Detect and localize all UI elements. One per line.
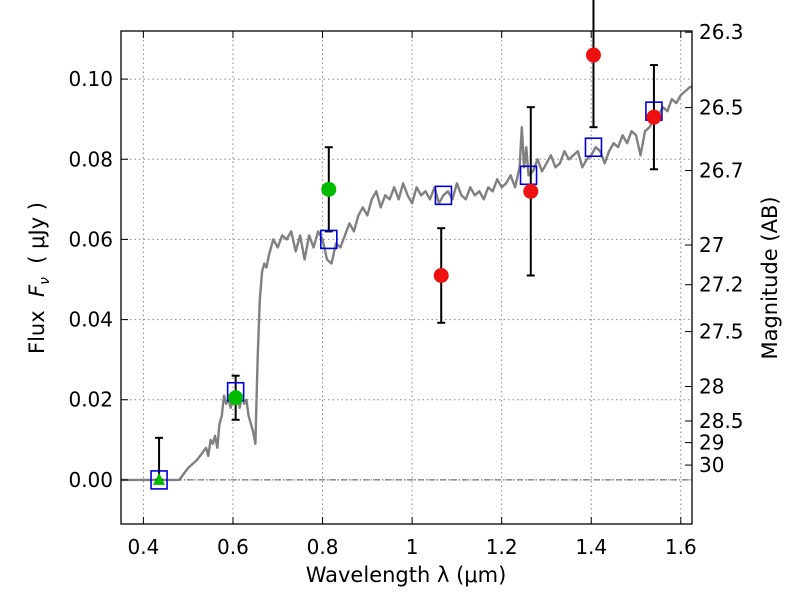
y2-tick-label: 29 (699, 431, 724, 455)
y2-tick-label: 28.5 (699, 409, 744, 433)
y2-tick-label: 26.3 (699, 20, 744, 44)
y-tick-label: 0.00 (68, 468, 113, 492)
observed-point-red (585, 47, 601, 63)
y-tick-label: 0.02 (68, 388, 113, 412)
y2-tick-label: 28 (699, 375, 724, 399)
tick-labels: 0.4 0.6 0.8 1 1.2 1.4 1.6 0.00 0.02 0.04 0.06 0.08 0… (68, 20, 743, 559)
y-axis-label: Flux Fν ( μJy ) (25, 202, 53, 354)
x-tick-label: 1.6 (665, 535, 697, 559)
x-tick-label: 1.4 (575, 535, 607, 559)
model-sed-curve (121, 85, 692, 482)
y-tick-label: 0.08 (68, 147, 113, 171)
model-flux-square (319, 229, 338, 250)
y-tick-label: 0.06 (68, 227, 113, 251)
model-flux-square (434, 185, 453, 206)
upper-limit-triangle (153, 472, 166, 485)
error-bar (589, 0, 598, 129)
y2-tick-label: 30 (699, 453, 724, 477)
x-tick-label: 1 (406, 535, 419, 559)
y2-tick-label: 27.2 (699, 273, 744, 297)
y2-tick-label: 27 (699, 233, 724, 257)
y2-tick-label: 26.7 (699, 158, 744, 182)
y-tick-label: 0.04 (68, 308, 113, 332)
observed-point-red (646, 109, 662, 125)
observed-point-red (523, 183, 539, 199)
observed-point-red (433, 267, 449, 283)
x-tick-label: 0.4 (127, 535, 159, 559)
x-tick-label: 0.6 (217, 535, 249, 559)
model-flux-square (150, 470, 168, 490)
model-flux-square (584, 137, 603, 158)
observed-points (153, 47, 662, 485)
y-tick-label: 0.10 (68, 67, 113, 91)
x-tick-label: 1.2 (486, 535, 518, 559)
model-sed-line (121, 85, 692, 482)
observed-point-green (321, 181, 337, 197)
axis-ticks (121, 31, 692, 524)
y2-tick-label: 27.5 (699, 320, 744, 344)
x-tick-label: 0.8 (307, 535, 339, 559)
observed-point-green (228, 390, 244, 406)
x-axis-label: Wavelength λ (μm) (306, 563, 507, 587)
plot-frame (120, 30, 693, 525)
grid (121, 31, 692, 524)
y2-tick-label: 26.5 (699, 96, 744, 120)
y2-axis-label: Magnitude (AB) (758, 196, 782, 359)
